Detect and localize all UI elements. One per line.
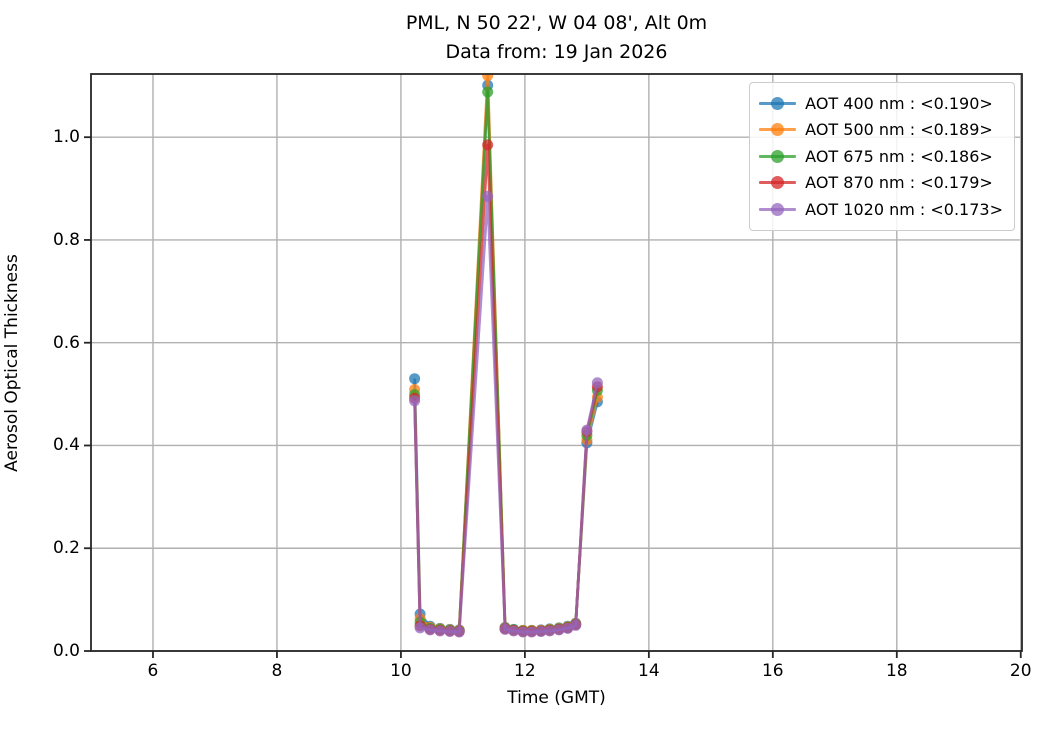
x-tick-label: 16	[761, 661, 784, 681]
legend: AOT 400 nm : <0.190> AOT 500 nm : <0.189…	[749, 82, 1015, 231]
series-aot-870-nm	[409, 139, 603, 637]
legend-marker-aot-675	[759, 149, 797, 163]
legend-entry: AOT 675 nm : <0.186>	[759, 143, 1003, 170]
y-tick-label: 0.4	[52, 435, 80, 456]
legend-label: AOT 675 nm : <0.186>	[805, 146, 993, 166]
x-tick-label: 8	[271, 661, 283, 681]
x-tick-label: 10	[390, 661, 412, 681]
chart-title: PML, N 50 22', W 04 08', Alt 0m	[405, 12, 708, 34]
y-tick-label: 0.0	[52, 641, 80, 661]
legend-label: AOT 400 nm : <0.190>	[805, 93, 993, 113]
x-axis-label: Time (GMT)	[507, 688, 606, 708]
legend-label: AOT 1020 nm : <0.173>	[805, 199, 1003, 219]
legend-entry: AOT 870 nm : <0.179>	[759, 170, 1003, 197]
chart-title-block: PML, N 50 22', W 04 08', Alt 0m Data fro…	[91, 9, 1022, 67]
legend-entry: AOT 1020 nm : <0.173>	[759, 196, 1003, 223]
x-tick-label: 12	[514, 661, 536, 681]
tick-marks	[84, 136, 1022, 658]
y-tick-label: 1.0	[52, 127, 80, 148]
legend-marker-aot-870	[759, 176, 797, 190]
chart-subtitle: Data from: 19 Jan 2026	[445, 41, 668, 63]
legend-entry: AOT 500 nm : <0.189>	[759, 117, 1003, 144]
legend-entry: AOT 400 nm : <0.190>	[759, 90, 1003, 117]
legend-marker-aot-500	[759, 123, 797, 137]
series-aot-500-nm	[409, 74, 603, 636]
series-aot-675-nm	[409, 86, 603, 637]
legend-label: AOT 500 nm : <0.189>	[805, 120, 993, 140]
y-tick-label: 0.2	[52, 538, 80, 559]
y-tick-label: 0.6	[52, 332, 80, 353]
y-axis-label: Aerosol Optical Thickness	[2, 254, 22, 472]
x-tick-label: 14	[638, 661, 660, 681]
gridlines	[91, 74, 1022, 652]
y-tick-label: 0.8	[52, 229, 80, 250]
x-tick-label: 6	[147, 661, 159, 681]
x-tick-label: 18	[885, 661, 908, 681]
legend-marker-aot-1020	[759, 202, 797, 216]
series-aot-400-nm	[409, 79, 603, 636]
axes-spines	[90, 73, 1023, 652]
series-aot-1020-nm	[409, 190, 603, 638]
legend-label: AOT 870 nm : <0.179>	[805, 173, 993, 193]
x-tick-label: 20	[1009, 661, 1032, 681]
legend-marker-aot-400	[759, 96, 797, 110]
